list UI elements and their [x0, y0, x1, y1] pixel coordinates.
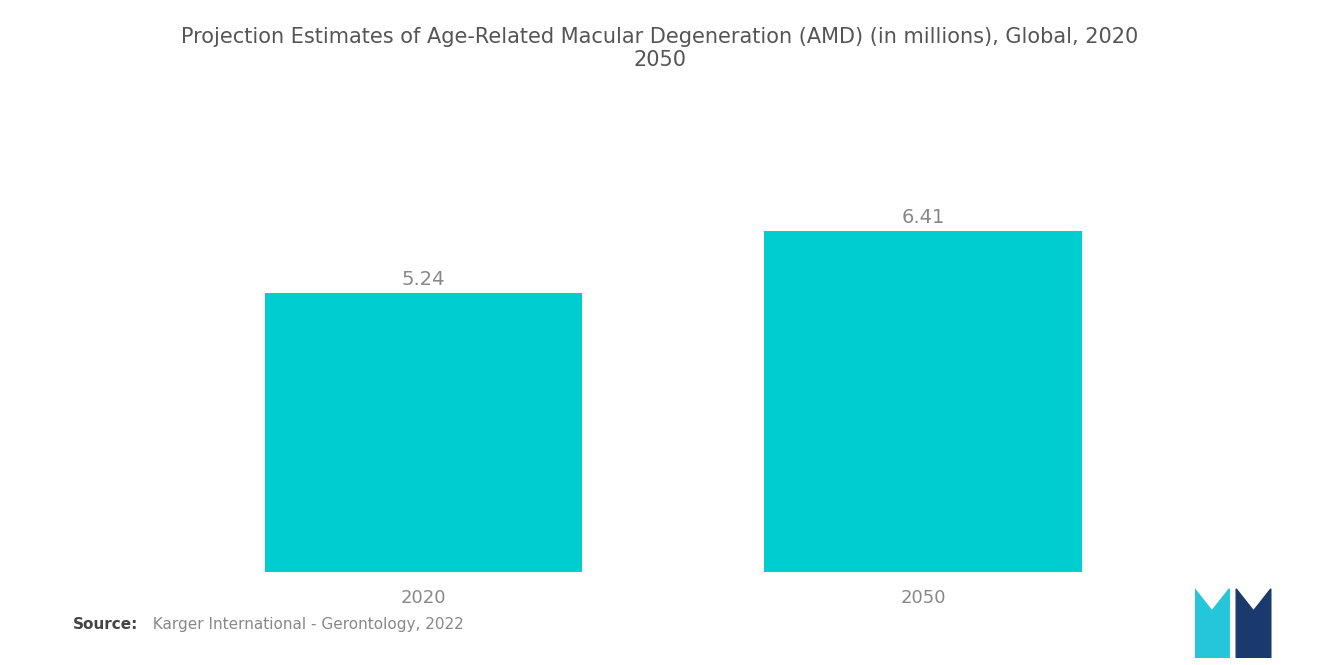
Polygon shape [1236, 589, 1271, 658]
Text: 5.24: 5.24 [401, 270, 445, 289]
Text: 6.41: 6.41 [902, 207, 945, 227]
Text: Karger International - Gerontology, 2022: Karger International - Gerontology, 2022 [143, 616, 463, 632]
Polygon shape [1195, 589, 1229, 658]
Bar [264, 293, 582, 572]
Text: Source:: Source: [73, 616, 139, 632]
Text: Projection Estimates of Age-Related Macular Degeneration (AMD) (in millions), Gl: Projection Estimates of Age-Related Macu… [181, 27, 1139, 70]
Bar [764, 231, 1082, 572]
